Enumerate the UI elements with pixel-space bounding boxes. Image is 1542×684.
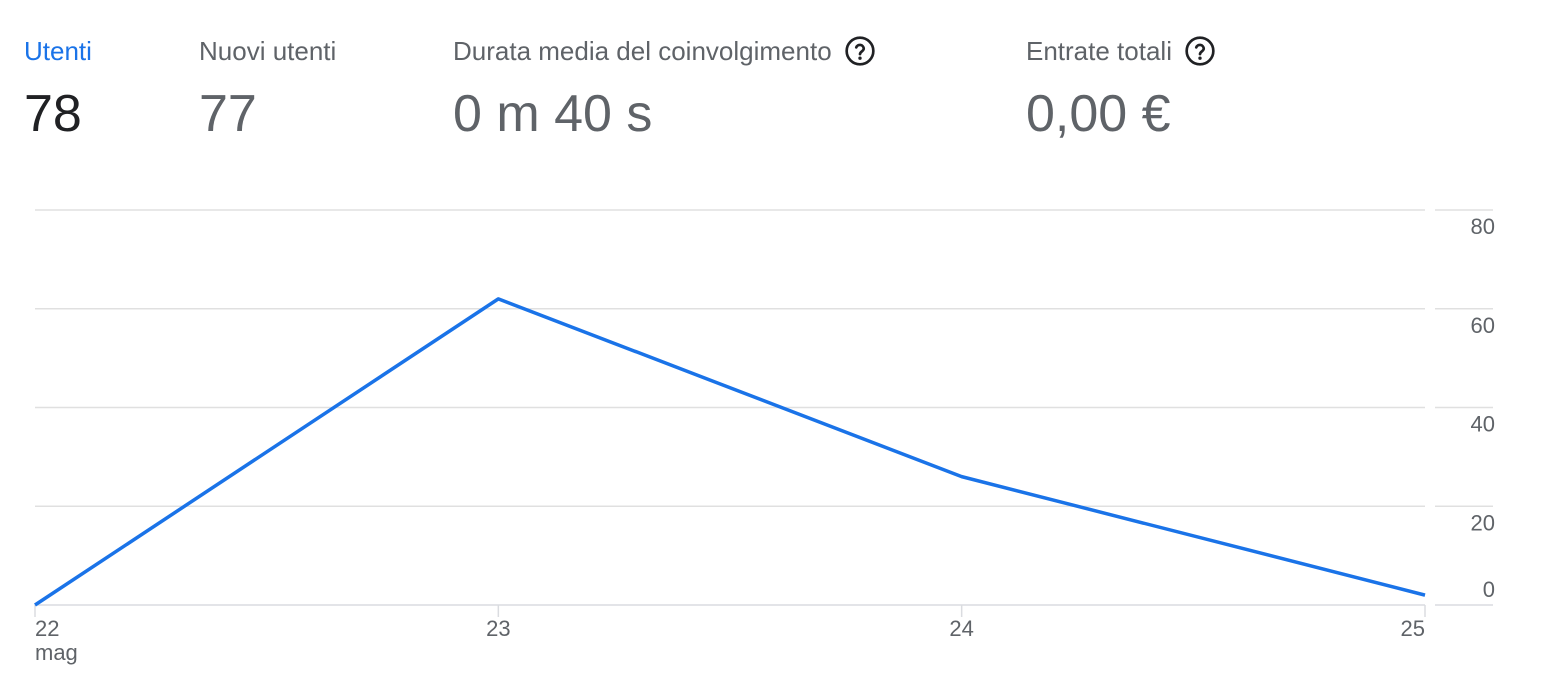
- metric-new-users-value: 77: [199, 85, 257, 143]
- metric-users[interactable]: Utenti 78: [24, 34, 92, 142]
- metric-avg-engagement-label-text: Durata media del coinvolgimento: [453, 36, 832, 66]
- x-tick-label: 22: [35, 616, 59, 641]
- x-tick-label: 25: [1401, 616, 1425, 641]
- x-tick-label: 24: [949, 616, 973, 641]
- x-tick-sublabel: mag: [35, 640, 78, 665]
- metric-avg-engagement[interactable]: Durata media del coinvolgimento 0 m 40 s: [453, 34, 876, 142]
- metric-new-users-label: Nuovi utenti: [199, 34, 336, 68]
- y-tick-label: 60: [1471, 313, 1495, 338]
- metric-users-value: 78: [24, 85, 82, 143]
- help-circle-icon[interactable]: [1184, 35, 1216, 67]
- metric-new-users[interactable]: Nuovi utenti 77: [199, 34, 336, 142]
- metric-total-revenue-label: Entrate totali: [1026, 34, 1216, 68]
- y-tick-label: 0: [1483, 577, 1495, 602]
- metric-new-users-label-text: Nuovi utenti: [199, 36, 337, 66]
- y-tick-label: 40: [1471, 412, 1495, 437]
- y-tick-label: 20: [1471, 510, 1495, 535]
- metric-total-revenue[interactable]: Entrate totali 0,00 €: [1026, 34, 1216, 142]
- y-tick-label: 80: [1471, 214, 1495, 239]
- x-tick-label: 23: [486, 616, 510, 641]
- metric-avg-engagement-value: 0 m 40 s: [453, 85, 653, 143]
- series-line-users: [34, 297, 1426, 607]
- metric-total-revenue-label-text: Entrate totali: [1026, 36, 1172, 66]
- metric-avg-engagement-label: Durata media del coinvolgimento: [453, 34, 876, 68]
- metric-users-label: Utenti: [24, 34, 92, 68]
- metric-users-label-text: Utenti: [24, 36, 92, 66]
- metric-total-revenue-value: 0,00 €: [1026, 85, 1171, 143]
- help-circle-icon[interactable]: [844, 35, 876, 67]
